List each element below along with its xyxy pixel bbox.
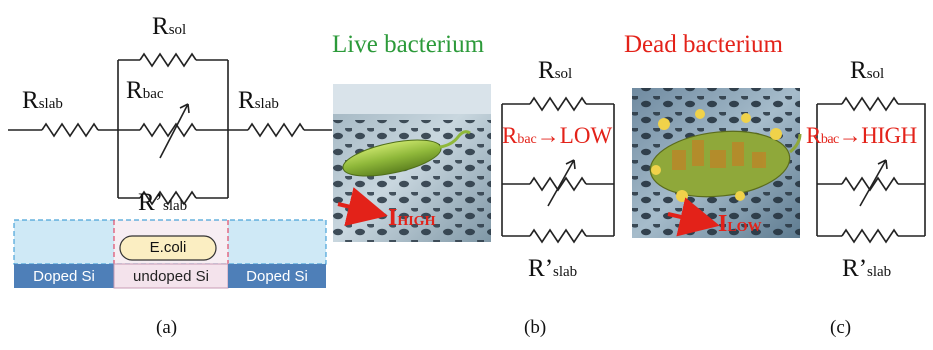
- current-label-dead: ILOW: [718, 211, 762, 237]
- label-r-slab-left: Rslab: [22, 87, 63, 114]
- label-r-sol-a: Rsol: [152, 13, 187, 40]
- resistor-r-slab-left: [41, 122, 99, 138]
- variable-arrow-a: [159, 103, 189, 159]
- resistor-r-sol-a: [139, 52, 197, 68]
- ecoli-capsule: [119, 235, 217, 261]
- circuit-a: [8, 52, 332, 206]
- label-r-slab-right: Rslab: [238, 87, 279, 114]
- live-bacterium-image: [333, 84, 491, 242]
- caption-c: (c): [830, 317, 852, 338]
- resistor-r-slab-prime-c: [841, 228, 899, 244]
- circuit-b: [501, 96, 615, 244]
- resistor-r-bac-c: [841, 176, 899, 192]
- resistor-r-slab-prime-a: [139, 190, 197, 206]
- current-label-live: IHIGH: [388, 205, 436, 231]
- resistor-r-bac-a: [139, 122, 197, 138]
- dead-bacterium-image: [632, 88, 802, 238]
- label-r-sol-b: Rsol: [538, 57, 573, 84]
- resistor-r-bac-b: [529, 176, 587, 192]
- live-bacterium-title: Live bacterium: [332, 31, 485, 58]
- label-r-sol-c: Rsol: [850, 57, 885, 84]
- doped-si-right-label: Doped Si: [246, 268, 308, 285]
- label-r-bac-b: Rbac→LOW: [502, 123, 613, 148]
- resistor-r-sol-c: [841, 96, 899, 112]
- circuit-c: [816, 96, 926, 244]
- substrate-a: [13, 219, 327, 289]
- doped-si-right-block: [228, 264, 326, 288]
- caption-b: (b): [524, 317, 547, 338]
- label-r-slab-prime-a: R’slab: [138, 189, 188, 216]
- label-r-slab-prime-b: R’slab: [528, 255, 578, 282]
- label-r-slab-prime-c: R’slab: [842, 255, 892, 282]
- undoped-si-label: undoped Si: [133, 268, 209, 285]
- resistor-r-slab-right: [247, 122, 305, 138]
- undoped-si-block: [113, 263, 229, 289]
- wire-a-parallel: [117, 60, 229, 198]
- label-r-bac-a: Rbac: [126, 77, 164, 104]
- ecoli-label: E.coli: [149, 239, 187, 256]
- resistor-r-sol-b: [529, 96, 587, 112]
- caption-a: (a): [156, 317, 178, 338]
- dead-bacterium-title: Dead bacterium: [624, 31, 783, 58]
- current-arrow-dead: [667, 197, 720, 237]
- label-r-bac-c: Rbac→HIGH: [806, 123, 917, 148]
- doped-si-left-label: Doped Si: [33, 268, 95, 285]
- current-arrow-live: [337, 187, 388, 227]
- doped-si-left-block: [14, 264, 114, 288]
- resistor-r-slab-prime-b: [529, 228, 587, 244]
